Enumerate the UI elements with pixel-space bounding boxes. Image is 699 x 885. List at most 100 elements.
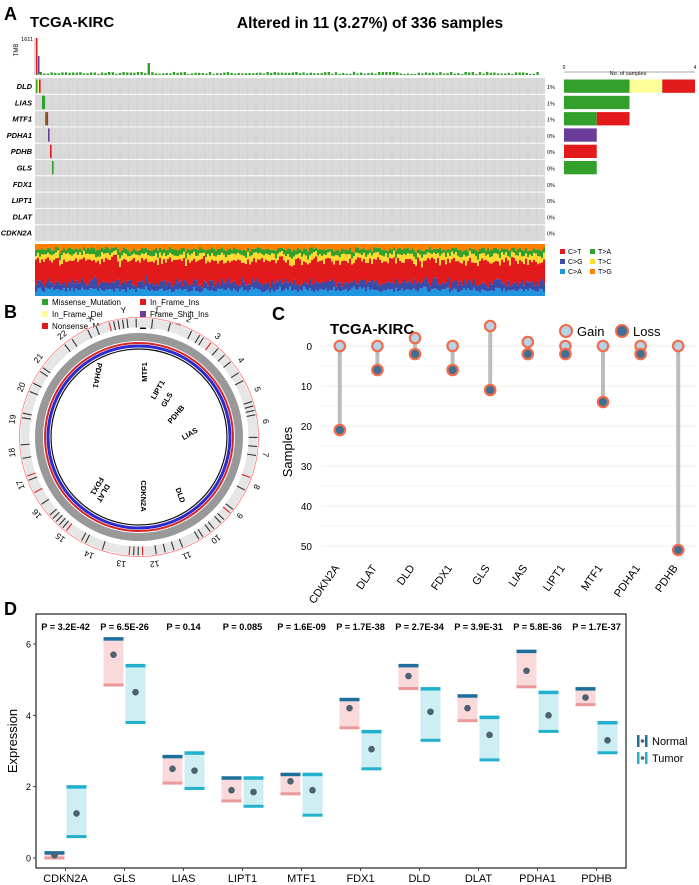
titv-bar-ct	[293, 265, 296, 280]
titv-bar-cg	[275, 281, 278, 291]
titv-bar-cg	[259, 283, 262, 290]
titv-bar-tg	[431, 244, 434, 250]
titv-bar-tg	[393, 244, 396, 248]
titv-bar-tc	[271, 253, 274, 260]
titv-bar-tg	[103, 244, 106, 249]
titv-bar-ta	[225, 250, 228, 258]
dumbbell-title: TCGA-KIRC	[330, 321, 414, 338]
titv-bar-ta	[433, 248, 436, 253]
titv-bar-ca	[145, 286, 148, 296]
titv-bar-ct	[389, 257, 392, 283]
titv-bar-ta	[313, 248, 316, 252]
titv-bar-tc	[281, 251, 284, 257]
circos-plot	[19, 317, 259, 557]
titv-bar-ta	[75, 248, 78, 253]
titv-bar-tc	[327, 252, 330, 258]
titv-bar-ca	[319, 289, 322, 296]
titv-bar-tg	[297, 244, 300, 248]
titv-bar-cg	[519, 282, 522, 289]
titv-bar-tc	[177, 256, 180, 260]
titv-bar-tg	[219, 244, 222, 249]
titv-bar-ca	[83, 289, 86, 296]
tmb-bar	[75, 72, 78, 75]
titv-bar-tc	[51, 255, 54, 263]
titv-bar-ta	[395, 250, 398, 259]
titv-bar-tg	[161, 244, 164, 250]
titv-bar-tc	[477, 259, 480, 266]
titv-bar-tc	[47, 252, 50, 258]
titv-bar-tc	[379, 254, 382, 260]
titv-bar-ca	[163, 291, 166, 296]
titv-bar-cg	[431, 281, 434, 290]
titv-bar-ca	[325, 288, 328, 296]
titv-bar-tg	[435, 244, 438, 249]
titv-bar-ct	[213, 260, 216, 287]
titv-bar-tc	[215, 256, 218, 261]
tmb-bar	[345, 73, 348, 75]
titv-bar-ct	[225, 262, 228, 282]
chromosome-band	[101, 540, 106, 550]
titv-bar-ca	[87, 290, 90, 296]
titv-bar-cg	[291, 283, 294, 292]
titv-bar-cg	[67, 281, 70, 289]
titv-bar-tg	[275, 244, 278, 251]
chromosome-band	[204, 524, 211, 532]
titv-bar-tc	[451, 251, 454, 260]
titv-bar-ta	[77, 249, 80, 255]
titv-bar-ca	[53, 290, 56, 296]
titv-bar-ta	[467, 251, 470, 256]
titv-bar-ct	[289, 265, 292, 282]
titv-bar-ca	[245, 289, 248, 296]
titv-bar-ct	[129, 261, 132, 281]
titv-bar-cg	[273, 283, 276, 292]
box-mean-normal-lias	[169, 765, 176, 773]
titv-bar-ct	[77, 261, 80, 284]
dumbbell-gain-point-lias	[521, 335, 535, 349]
box-lower-cap-tumor-cdkn2a	[66, 835, 87, 839]
tmb-bar	[234, 73, 237, 75]
titv-bar-cg	[475, 285, 478, 291]
titv-bar-ta	[519, 247, 522, 253]
titv-bar-ct	[201, 258, 204, 288]
tmb-bar	[453, 73, 456, 75]
box-mean-normal-dlat	[464, 704, 471, 712]
titv-bar-ta	[71, 248, 74, 256]
titv-bar-tc	[61, 255, 64, 264]
outer-ring	[19, 317, 259, 557]
box-lower-cap-normal-pdhb	[575, 703, 596, 707]
titv-bar-ca	[525, 289, 528, 296]
chromosome-label: 9	[234, 511, 245, 521]
titv-bar-ca	[317, 291, 320, 296]
dumbbell-loss-point-fdx1	[446, 363, 459, 377]
titv-bar-ca	[251, 287, 254, 296]
titv-bar-ta	[119, 252, 122, 259]
titv-bar-tc	[505, 252, 508, 258]
box-mean-normal-mtf1	[287, 778, 294, 785]
box-mean-normal-gls	[110, 651, 117, 658]
titv-bar-ta	[447, 249, 450, 253]
titv-bar-tc	[199, 253, 202, 260]
titv-bar-tc	[123, 252, 126, 259]
titv-bar-ca	[443, 289, 446, 296]
titv-bar-ca	[197, 291, 200, 296]
titv-bar-ca	[345, 289, 348, 296]
titv-bar-ta	[319, 248, 322, 255]
titv-bar-tc	[341, 253, 344, 262]
titv-bar-ta	[533, 248, 536, 253]
titv-bar-cg	[153, 285, 156, 291]
titv-bar-tc	[371, 255, 374, 264]
titv-bar-cg	[309, 278, 312, 289]
tmb-bar	[208, 72, 212, 75]
titv-bar-ct	[331, 261, 334, 279]
box-xlabel-cdkn2a: CDKN2A	[43, 873, 88, 885]
titv-bar-tg	[493, 244, 496, 248]
titv-bar-cg	[413, 279, 416, 289]
titv-bar-ct	[343, 260, 346, 284]
titv-bar-tg	[459, 244, 462, 250]
titv-bar-ca	[161, 288, 164, 296]
titv-bar-cg	[501, 282, 504, 292]
titv-bar-cg	[345, 282, 348, 290]
titv-bar-tg	[377, 244, 380, 248]
titv-bar-tc	[71, 255, 74, 261]
titv-bar-tg	[47, 244, 50, 248]
